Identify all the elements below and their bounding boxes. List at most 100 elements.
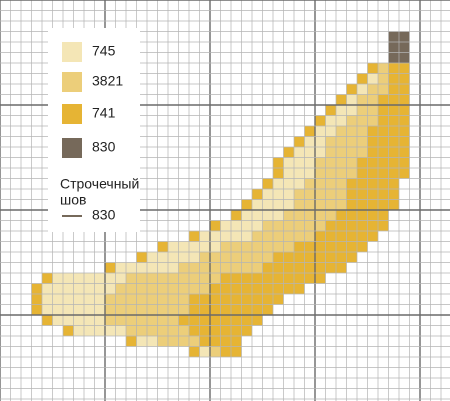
stem-cell — [388, 42, 399, 53]
banana-cell — [168, 336, 179, 347]
banana-cell — [157, 325, 168, 336]
banana-cell — [241, 325, 252, 336]
banana-cell — [115, 304, 126, 315]
banana-cell — [136, 294, 147, 305]
banana-cell — [94, 315, 105, 326]
banana-cell — [220, 252, 231, 263]
banana-cell — [367, 157, 378, 168]
banana-cell — [283, 262, 294, 273]
banana-cell — [315, 262, 326, 273]
banana-cell — [241, 210, 252, 221]
banana-cell — [399, 126, 410, 137]
banana-cell — [325, 189, 336, 200]
banana-cell — [63, 294, 74, 305]
banana-cell — [84, 294, 95, 305]
banana-cell — [325, 105, 336, 116]
banana-cell — [315, 189, 326, 200]
banana-cell — [136, 273, 147, 284]
banana-cell — [346, 157, 357, 168]
banana-cell — [378, 63, 389, 74]
banana-cell — [199, 241, 210, 252]
banana-cell — [231, 304, 242, 315]
banana-cell — [273, 252, 284, 263]
stitch-cells — [31, 31, 410, 357]
banana-cell — [378, 147, 389, 158]
banana-cell — [304, 189, 315, 200]
banana-cell — [220, 283, 231, 294]
banana-cell — [42, 304, 53, 315]
banana-cell — [220, 346, 231, 357]
banana-cell — [115, 294, 126, 305]
banana-cell — [315, 199, 326, 210]
banana-cell — [346, 241, 357, 252]
banana-cell — [367, 189, 378, 200]
banana-cell — [178, 336, 189, 347]
banana-cell — [52, 304, 63, 315]
banana-cell — [399, 115, 410, 126]
banana-cell — [304, 241, 315, 252]
banana-cell — [199, 346, 210, 357]
banana-cell — [388, 94, 399, 105]
banana-cell — [346, 231, 357, 242]
banana-cell — [231, 241, 242, 252]
banana-cell — [126, 283, 137, 294]
banana-cell — [388, 157, 399, 168]
stem-cell — [399, 31, 410, 42]
banana-cell — [283, 252, 294, 263]
banana-cell — [210, 220, 221, 231]
banana-cell — [73, 315, 84, 326]
banana-cell — [231, 210, 242, 221]
banana-cell — [136, 304, 147, 315]
banana-cell — [178, 262, 189, 273]
banana-cell — [199, 325, 210, 336]
banana-cell — [388, 168, 399, 179]
banana-cell — [367, 126, 378, 137]
banana-cell — [63, 304, 74, 315]
banana-cell — [388, 178, 399, 189]
banana-cell — [126, 273, 137, 284]
banana-cell — [357, 94, 368, 105]
banana-cell — [357, 147, 368, 158]
banana-cell — [63, 325, 74, 336]
banana-cell — [147, 294, 158, 305]
banana-cell — [346, 115, 357, 126]
banana-cell — [210, 325, 221, 336]
banana-cell — [325, 220, 336, 231]
banana-cell — [283, 231, 294, 242]
banana-cell — [367, 115, 378, 126]
banana-cell — [304, 210, 315, 221]
banana-cell — [273, 168, 284, 179]
banana-cell — [241, 283, 252, 294]
banana-cell — [126, 325, 137, 336]
banana-cell — [357, 136, 368, 147]
banana-cell — [304, 252, 315, 263]
banana-cell — [378, 210, 389, 221]
banana-cell — [178, 325, 189, 336]
banana-cell — [210, 231, 221, 242]
banana-cell — [273, 220, 284, 231]
banana-cell — [357, 115, 368, 126]
banana-cell — [42, 273, 53, 284]
banana-cell — [399, 168, 410, 179]
banana-cell — [367, 105, 378, 116]
banana-cell — [126, 304, 137, 315]
banana-cell — [168, 252, 179, 263]
banana-cell — [346, 84, 357, 95]
banana-cell — [273, 189, 284, 200]
banana-cell — [147, 336, 158, 347]
banana-cell — [304, 168, 315, 179]
banana-cell — [220, 294, 231, 305]
banana-cell — [294, 273, 305, 284]
banana-cell — [262, 189, 273, 200]
banana-cell — [304, 262, 315, 273]
banana-cell — [210, 294, 221, 305]
banana-cell — [378, 220, 389, 231]
banana-cell — [105, 304, 116, 315]
banana-cell — [231, 220, 242, 231]
banana-cell — [220, 241, 231, 252]
banana-cell — [199, 294, 210, 305]
banana-cell — [199, 336, 210, 347]
banana-cell — [304, 220, 315, 231]
banana-cell — [199, 252, 210, 263]
banana-cell — [231, 315, 242, 326]
